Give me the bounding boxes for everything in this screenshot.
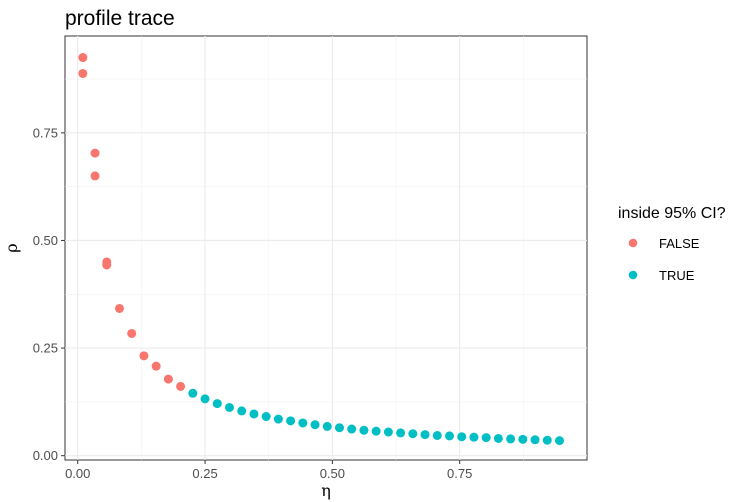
data-point-true (249, 409, 259, 419)
data-point-true (493, 433, 503, 443)
data-point-false (176, 381, 186, 391)
data-point-true (420, 430, 430, 440)
data-point-true (286, 416, 296, 426)
x-axis-title: η (321, 481, 331, 500)
data-point-true (273, 414, 283, 424)
x-tick-label: 0.50 (320, 466, 345, 481)
data-point-true (469, 432, 479, 442)
legend-title: inside 95% CI? (618, 205, 726, 222)
chart-title: profile trace (65, 7, 175, 30)
data-point-true (396, 428, 406, 438)
y-tick-label: 0.25 (33, 341, 58, 356)
data-point-false (102, 260, 112, 270)
x-axis-ticks: 0.00 0.25 0.50 0.75 (65, 460, 472, 481)
data-point-false (90, 171, 100, 181)
y-axis-title: ρ (2, 243, 21, 252)
data-point-true (457, 432, 467, 442)
data-point-false (127, 328, 137, 338)
data-point-true (200, 394, 210, 404)
plot-panel (64, 35, 588, 461)
data-point-true (481, 433, 491, 443)
grid-layer (65, 36, 587, 460)
data-point-false (151, 361, 161, 371)
y-tick-label: 0.00 (33, 448, 58, 463)
data-point-true (554, 436, 564, 446)
data-point-true (518, 434, 528, 444)
data-point-true (408, 429, 418, 439)
data-point-true (444, 431, 454, 441)
legend: inside 95% CI? FALSE TRUE (618, 205, 726, 283)
data-point-true (261, 412, 271, 422)
data-point-true (237, 406, 247, 416)
data-point-true (347, 424, 357, 434)
data-point-true (322, 421, 332, 431)
data-point-true (506, 434, 516, 444)
legend-label-true: TRUE (659, 268, 695, 283)
data-point-true (188, 388, 198, 398)
legend-key-false (628, 238, 638, 248)
data-point-true (310, 420, 320, 430)
data-point-false (90, 148, 100, 158)
x-tick-label: 0.75 (447, 466, 472, 481)
data-point-false (139, 351, 149, 361)
points-layer (78, 53, 564, 446)
data-point-true (542, 435, 552, 445)
y-tick-label: 0.75 (33, 125, 58, 140)
data-point-true (298, 418, 308, 428)
y-tick-label: 0.50 (33, 233, 58, 248)
y-axis-ticks: 0.00 0.25 0.50 0.75 (33, 125, 65, 463)
data-point-true (383, 427, 393, 437)
legend-label-false: FALSE (659, 236, 700, 251)
data-point-true (359, 425, 369, 435)
x-tick-label: 0.25 (192, 466, 217, 481)
data-point-true (334, 423, 344, 433)
data-point-true (212, 399, 222, 409)
data-point-false (78, 68, 88, 78)
data-point-true (371, 426, 381, 436)
data-point-true (432, 430, 442, 440)
data-point-true (530, 435, 540, 445)
data-point-false (163, 374, 173, 384)
legend-key-true (628, 270, 638, 280)
x-tick-label: 0.00 (65, 466, 90, 481)
data-point-true (224, 402, 234, 412)
data-point-false (78, 53, 88, 63)
data-point-false (114, 303, 124, 313)
